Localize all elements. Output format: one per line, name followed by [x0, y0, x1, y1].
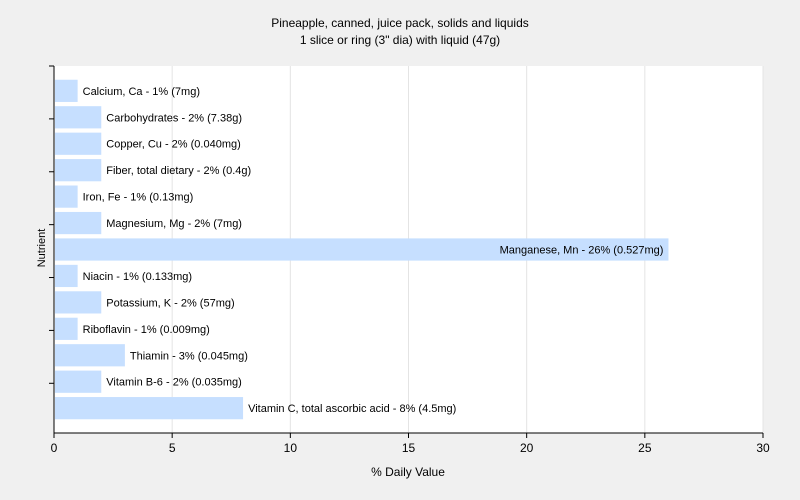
bar: [55, 185, 78, 208]
bar-label: Riboflavin - 1% (0.009mg): [83, 324, 210, 336]
bar-label: Iron, Fe - 1% (0.13mg): [83, 192, 194, 204]
bar: [55, 132, 102, 155]
bar: [55, 344, 125, 367]
bar-label: Manganese, Mn - 26% (0.527mg): [500, 245, 664, 257]
bar-label: Carbohydrates - 2% (7.38g): [106, 112, 242, 124]
bar: [55, 211, 102, 235]
bar: [55, 370, 102, 393]
bar-label: Calcium, Ca - 1% (7mg): [83, 86, 200, 98]
bar-label: Vitamin C, total ascorbic acid - 8% (4.5…: [248, 403, 456, 415]
chart-subtitle: 1 slice or ring (3" dia) with liquid (47…: [300, 33, 500, 47]
y-axis-title: Nutrient: [36, 229, 48, 268]
bar: [55, 159, 102, 182]
x-tick-label: 20: [520, 441, 534, 455]
x-tick-label: 10: [284, 441, 298, 455]
bar-label: Vitamin B-6 - 2% (0.035mg): [106, 377, 242, 389]
bar-label: Fiber, total dietary - 2% (0.4g): [106, 165, 251, 177]
chart-title: Pineapple, canned, juice pack, solids an…: [271, 16, 529, 30]
bar: [55, 264, 78, 288]
bar-label: Copper, Cu - 2% (0.040mg): [106, 139, 241, 151]
bar-label: Niacin - 1% (0.133mg): [83, 271, 192, 283]
bar-label: Thiamin - 3% (0.045mg): [130, 350, 248, 362]
x-tick-label: 0: [51, 441, 58, 455]
bars: Calcium, Ca - 1% (7mg) Carbohydrates - 2%…: [55, 79, 669, 420]
bar-label: Potassium, K - 2% (57mg): [106, 297, 234, 309]
x-tick-label: 30: [756, 441, 770, 455]
x-tick-label: 15: [402, 441, 416, 455]
bar: [55, 238, 669, 261]
axes: 0 5 10 15 20 25 30: [49, 65, 770, 455]
bar: [55, 317, 78, 340]
bar-label: Magnesium, Mg - 2% (7mg): [106, 218, 242, 230]
bar: [55, 291, 102, 314]
bar: [55, 106, 102, 129]
bar: [55, 79, 78, 102]
x-tick-label: 5: [169, 441, 176, 455]
x-axis-title: % Daily Value: [371, 465, 445, 479]
bar: [55, 397, 244, 420]
x-tick-label: 25: [638, 441, 652, 455]
